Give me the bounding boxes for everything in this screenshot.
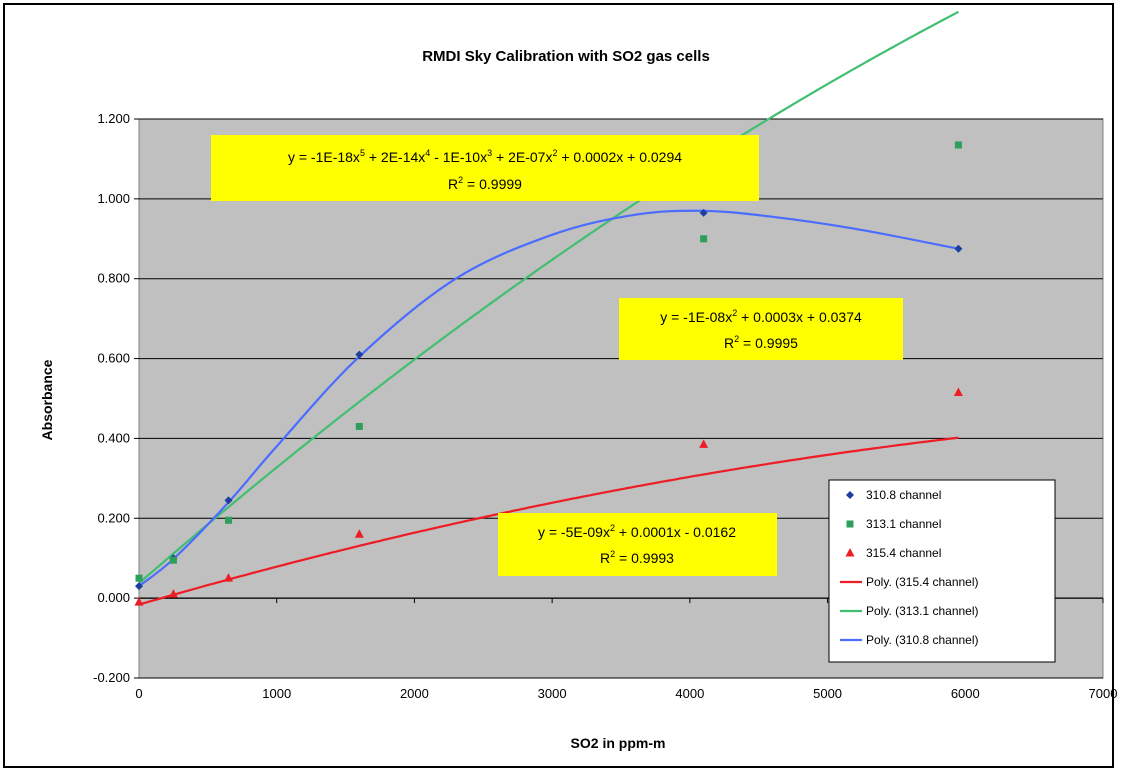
point-series-1 [700, 235, 708, 243]
point-series-0 [135, 582, 143, 591]
y-tick-label: 1.200 [97, 111, 130, 126]
legend-marker-1 [846, 520, 854, 528]
x-tick-label: 5000 [813, 686, 842, 701]
x-axis-ticks: 0 1000 2000 3000 4000 5000 6000 7000 [135, 598, 1117, 701]
equation-box-315: y = -5E-09x2 + 0.0001x - 0.0162 R2 = 0.9… [498, 513, 777, 576]
point-series-1 [135, 574, 143, 582]
y-tick-label: 0.200 [97, 510, 130, 525]
point-series-1 [954, 141, 962, 149]
point-series-0 [224, 496, 233, 505]
point-series-2 [224, 573, 234, 582]
y-tick-label: 0.600 [97, 351, 130, 366]
point-series-0 [954, 244, 963, 253]
legend-label-4: Poly. (313.1 channel) [866, 604, 979, 618]
legend-label-3: Poly. (315.4 channel) [866, 575, 979, 589]
legend-label-1: 313.1 channel [866, 517, 941, 531]
equation-box-310: y = -1E-18x5 + 2E-14x4 - 1E-10x3 + 2E-07… [211, 135, 759, 201]
legend: 310.8 channel 313.1 channel 315.4 channel P… [828, 479, 1056, 663]
point-series-1 [225, 516, 233, 524]
y-tick-label: -0.200 [93, 670, 130, 685]
point-series-1 [169, 556, 177, 564]
point-series-0 [699, 208, 708, 217]
y-axis-title: Absorbance [39, 359, 55, 440]
legend-label-2: 315.4 channel [866, 546, 941, 560]
y-tick-label: 0.400 [97, 430, 130, 445]
x-tick-label: 2000 [400, 686, 429, 701]
point-series-2 [134, 597, 144, 606]
trendline-0 [138, 436, 959, 606]
equation-315-text: y = -5E-09x2 + 0.0001x - 0.0162 [538, 523, 736, 540]
x-tick-label: 1000 [262, 686, 291, 701]
x-tick-label: 7000 [1089, 686, 1118, 701]
legend-label-0: 310.8 channel [866, 488, 941, 502]
point-series-2 [699, 439, 709, 448]
equation-310-text: y = -1E-18x5 + 2E-14x4 - 1E-10x3 + 2E-07… [288, 148, 682, 165]
legend-label-5: Poly. (310.8 channel) [866, 633, 979, 647]
y-tick-label: 0.800 [97, 271, 130, 286]
point-series-2 [354, 529, 364, 538]
x-tick-label: 4000 [675, 686, 704, 701]
r2-310-text: R2 = 0.9999 [448, 175, 522, 192]
x-axis-title: SO2 in ppm-m [571, 735, 666, 751]
chart-title: RMDI Sky Calibration with SO2 gas cells [422, 48, 710, 65]
x-tick-label: 0 [135, 686, 142, 701]
r2-315-text: R2 = 0.9993 [600, 549, 674, 566]
equation-box-313: y = -1E-08x2 + 0.0003x + 0.0374 R2 = 0.9… [619, 298, 903, 360]
trendline-1 [138, 10, 959, 585]
data-markers [134, 141, 963, 606]
point-series-2 [168, 589, 178, 598]
point-series-1 [355, 422, 363, 430]
y-tick-label: 1.000 [97, 191, 130, 206]
r2-313-text: R2 = 0.9995 [724, 334, 798, 351]
point-series-0 [355, 350, 364, 359]
equation-313-text: y = -1E-08x2 + 0.0003x + 0.0374 [660, 308, 862, 325]
y-tick-label: 0.000 [97, 590, 130, 605]
x-tick-label: 6000 [951, 686, 980, 701]
x-tick-label: 3000 [538, 686, 567, 701]
legend-marker-2 [845, 548, 855, 557]
legend-marker-0 [846, 491, 854, 499]
y-axis-ticks: -0.200 0.000 0.200 0.400 0.600 0.800 1.000 1.20… [93, 111, 139, 685]
point-series-2 [953, 387, 963, 397]
